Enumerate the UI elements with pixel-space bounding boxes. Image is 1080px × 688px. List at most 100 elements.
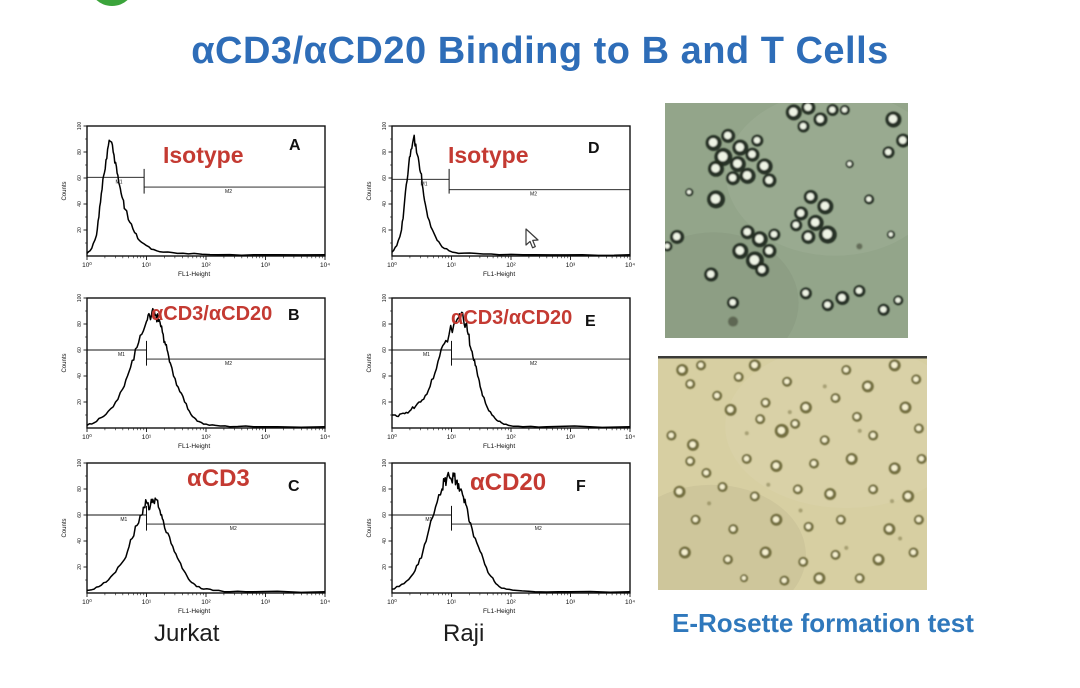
svg-text:10³: 10³ <box>566 262 576 269</box>
svg-text:M2: M2 <box>530 361 537 367</box>
svg-text:100: 100 <box>382 294 388 303</box>
logo-arc <box>88 0 136 6</box>
svg-text:M1: M1 <box>120 517 127 523</box>
svg-text:10²: 10² <box>506 434 516 441</box>
svg-text:100: 100 <box>77 122 83 131</box>
svg-text:FL1-Height: FL1-Height <box>483 443 515 450</box>
svg-text:40: 40 <box>382 538 388 544</box>
svg-text:FL1-Height: FL1-Height <box>178 608 210 615</box>
svg-text:10¹: 10¹ <box>142 434 152 441</box>
svg-text:60: 60 <box>382 512 388 518</box>
svg-text:M2: M2 <box>225 189 232 195</box>
svg-text:20: 20 <box>382 399 388 405</box>
panel-letter: C <box>288 478 300 495</box>
stain-label: Isotype <box>163 142 244 168</box>
svg-text:40: 40 <box>77 373 83 379</box>
svg-text:40: 40 <box>77 538 83 544</box>
svg-text:FL1-Height: FL1-Height <box>178 443 210 450</box>
svg-text:M1: M1 <box>423 352 430 358</box>
svg-text:60: 60 <box>77 175 83 181</box>
svg-text:80: 80 <box>77 149 83 155</box>
svg-text:10²: 10² <box>506 262 516 269</box>
panel-letter: D <box>588 140 600 157</box>
svg-text:10¹: 10¹ <box>447 262 457 269</box>
panel-letter: F <box>576 478 586 495</box>
svg-text:10¹: 10¹ <box>142 262 152 269</box>
svg-text:M1: M1 <box>421 181 428 187</box>
svg-text:80: 80 <box>77 321 83 327</box>
svg-text:10³: 10³ <box>261 434 271 441</box>
svg-text:10⁰: 10⁰ <box>387 261 397 269</box>
histogram-plot-e: 10⁰ 10¹ 10² 10³ 10⁴ 20 40 60 80 100 FL1-Height Coun… <box>367 294 635 450</box>
svg-text:10³: 10³ <box>261 599 271 606</box>
slide-title: αCD3/αCD20 Binding to B and T Cells <box>191 30 889 72</box>
panel-letter: B <box>288 307 300 324</box>
svg-text:10³: 10³ <box>566 599 576 606</box>
svg-text:Counts: Counts <box>367 181 373 200</box>
svg-text:10²: 10² <box>506 599 516 606</box>
svg-text:80: 80 <box>382 149 388 155</box>
svg-text:10²: 10² <box>201 262 211 269</box>
stain-label: αCD3/αCD20 <box>151 303 273 325</box>
flow-panel-d: 10⁰ 10¹ 10² 10³ 10⁴ 20 40 60 80 100 FL1-Height Coun… <box>360 118 650 288</box>
svg-text:10⁴: 10⁴ <box>625 434 635 441</box>
svg-text:100: 100 <box>77 294 83 303</box>
micrograph-caption: E-Rosette formation test <box>672 608 974 638</box>
histogram-plot-b: 10⁰ 10¹ 10² 10³ 10⁴ 20 40 60 80 100 FL1-Height Coun… <box>62 294 330 450</box>
svg-text:10³: 10³ <box>566 434 576 441</box>
stain-label: αCD20 <box>470 469 547 496</box>
flow-panel-c: 10⁰ 10¹ 10² 10³ 10⁴ 20 40 60 80 100 FL1-Height Coun… <box>55 455 345 625</box>
svg-text:Counts: Counts <box>367 518 373 537</box>
svg-text:10⁴: 10⁴ <box>625 599 635 606</box>
rosette-clusters-micrograph <box>665 103 908 338</box>
svg-text:10³: 10³ <box>261 262 271 269</box>
svg-text:10²: 10² <box>201 434 211 441</box>
svg-text:20: 20 <box>77 227 83 233</box>
svg-text:M1: M1 <box>118 352 125 358</box>
svg-text:M2: M2 <box>535 526 542 532</box>
flow-panel-f: 10⁰ 10¹ 10² 10³ 10⁴ 20 40 60 80 100 FL1-Height Coun… <box>360 455 650 625</box>
svg-text:FL1-Height: FL1-Height <box>483 271 515 278</box>
svg-text:80: 80 <box>77 486 83 492</box>
panel-letter: A <box>289 137 301 154</box>
svg-text:40: 40 <box>382 201 388 207</box>
svg-text:80: 80 <box>382 486 388 492</box>
svg-text:80: 80 <box>382 321 388 327</box>
histogram-plot-f: 10⁰ 10¹ 10² 10³ 10⁴ 20 40 60 80 100 FL1-Height Coun… <box>367 459 635 615</box>
flow-panel-b: 10⁰ 10¹ 10² 10³ 10⁴ 20 40 60 80 100 FL1-Height Coun… <box>55 290 345 460</box>
svg-text:Counts: Counts <box>367 353 373 372</box>
svg-text:10⁰: 10⁰ <box>387 598 397 606</box>
svg-text:100: 100 <box>382 459 388 468</box>
svg-text:10⁰: 10⁰ <box>82 261 92 269</box>
svg-text:10⁰: 10⁰ <box>82 433 92 441</box>
histogram-plot-c: 10⁰ 10¹ 10² 10³ 10⁴ 20 40 60 80 100 FL1-Height Coun… <box>62 459 330 615</box>
svg-text:10⁰: 10⁰ <box>82 598 92 606</box>
svg-text:10¹: 10¹ <box>447 599 457 606</box>
svg-text:60: 60 <box>382 347 388 353</box>
svg-text:100: 100 <box>382 122 388 131</box>
svg-text:M2: M2 <box>230 526 237 532</box>
stain-label: Isotype <box>448 142 529 168</box>
panel-letter: E <box>585 313 596 330</box>
svg-text:20: 20 <box>382 564 388 570</box>
svg-text:FL1-Height: FL1-Height <box>483 608 515 615</box>
svg-text:M1: M1 <box>425 517 432 523</box>
stain-label: αCD3 <box>187 465 250 492</box>
column-label-jurkat: Jurkat <box>154 620 220 647</box>
svg-text:20: 20 <box>77 564 83 570</box>
svg-text:20: 20 <box>382 227 388 233</box>
svg-text:40: 40 <box>77 201 83 207</box>
svg-text:60: 60 <box>382 175 388 181</box>
svg-text:10⁴: 10⁴ <box>320 434 330 441</box>
svg-text:M2: M2 <box>530 192 537 198</box>
column-label-raji: Raji <box>443 620 485 647</box>
stain-label: αCD3/αCD20 <box>451 307 573 329</box>
mouse-cursor-icon <box>525 228 539 249</box>
svg-text:10⁰: 10⁰ <box>387 433 397 441</box>
svg-text:60: 60 <box>77 347 83 353</box>
svg-text:10²: 10² <box>201 599 211 606</box>
svg-text:40: 40 <box>382 373 388 379</box>
svg-text:60: 60 <box>77 512 83 518</box>
svg-text:10¹: 10¹ <box>142 599 152 606</box>
